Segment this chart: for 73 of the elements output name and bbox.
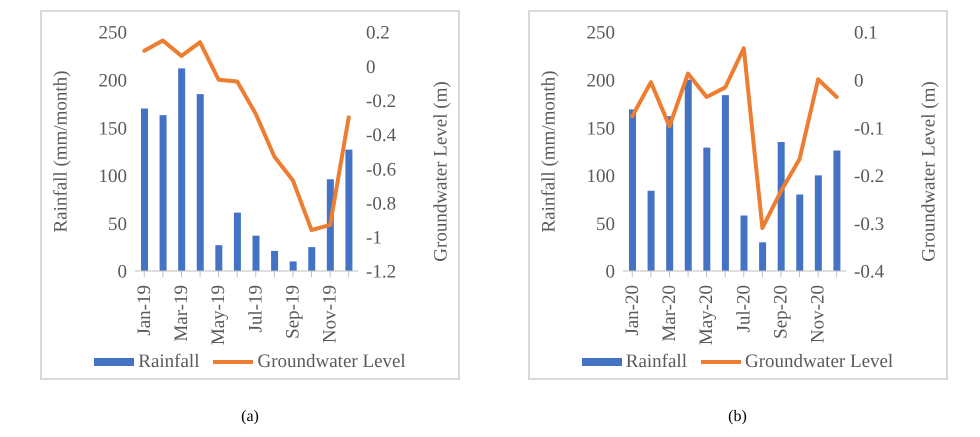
y2-tick-label: 0 [854, 70, 863, 92]
bar [271, 250, 278, 271]
y-axis-title: Rainfall (mm/month) [50, 70, 72, 233]
text: (b) [727, 408, 748, 426]
bar [215, 245, 222, 271]
bar [160, 115, 167, 271]
x-tick-label: May-19 [208, 285, 230, 346]
x-tick-label: Sep-19 [282, 285, 304, 339]
y-tick-label: 0 [118, 262, 127, 283]
bar [345, 150, 352, 271]
x-tick-label: Jul-20 [732, 285, 754, 332]
x-tick-label: Nov-20 [807, 285, 828, 344]
legend-label: Groundwater Level [744, 351, 894, 373]
y2-tick-label: -0.4 [366, 125, 397, 146]
y-tick-label: 150 [98, 118, 127, 140]
bar [814, 175, 822, 271]
bar [308, 247, 316, 271]
y-axis-title: Rainfall (mm/month) [538, 70, 559, 233]
x-tick-label: Sep-20 [770, 285, 791, 339]
y-tick-label: 100 [98, 166, 127, 188]
line-series [630, 46, 838, 230]
bar [290, 261, 297, 271]
bar [196, 94, 204, 271]
x-tick-label: May-20 [696, 285, 717, 346]
bar [178, 68, 186, 271]
bar [702, 148, 710, 271]
bar [777, 142, 784, 271]
y-tick-label: 150 [586, 118, 614, 140]
y2-tick-label: -0.6 [366, 159, 396, 180]
bar [234, 212, 241, 271]
y2-tick-label: -0.2 [854, 166, 884, 188]
y2-tick-label: 0.1 [854, 22, 878, 44]
bar [796, 194, 803, 271]
line-series [142, 38, 351, 232]
y-tick-label: 0 [605, 262, 614, 283]
y2-axis-title: Groundwater Level (m) [430, 81, 452, 262]
legend-label: Groundwater Level [257, 351, 406, 373]
y2-tick-label: -0.3 [854, 214, 884, 235]
bar [721, 95, 728, 271]
y-tick-label: 50 [108, 214, 127, 235]
bar [628, 109, 636, 271]
y-tick-label: 250 [586, 22, 614, 44]
bar [740, 216, 747, 271]
y-tick-label: 200 [98, 70, 127, 92]
y2-tick-label: 0.2 [366, 22, 390, 44]
legend-label: Rainfall [138, 351, 200, 373]
y2-tick-label: -0.2 [366, 91, 396, 112]
y-tick-label: 250 [98, 22, 127, 44]
y2-tick-label: -0.1 [854, 118, 884, 140]
x-tick-label: Jan-19 [134, 285, 155, 336]
bar [832, 150, 840, 271]
bar [684, 80, 692, 271]
text: (a) [240, 408, 260, 426]
bar [141, 108, 148, 271]
x-tick-label: Nov-19 [320, 285, 341, 344]
bar [252, 236, 260, 271]
bar [666, 116, 673, 271]
y2-tick-label: 0 [366, 56, 376, 78]
y2-tick-label: -1.2 [366, 262, 396, 283]
bar [647, 190, 654, 271]
y-tick-label: 100 [586, 166, 614, 188]
x-tick-label: Jan-20 [621, 285, 642, 336]
y-tick-label: 200 [586, 70, 614, 92]
y2-tick-label: -0.8 [366, 193, 396, 214]
y-tick-label: 50 [596, 214, 614, 235]
bar [758, 242, 766, 271]
y2-tick-label: -1 [366, 228, 382, 249]
x-tick-label: Mar-19 [170, 285, 192, 342]
legend-label: Rainfall [626, 351, 687, 373]
x-tick-label: Jul-19 [245, 285, 266, 332]
y2-axis-title: Groundwater Level (m) [918, 81, 939, 262]
y2-tick-label: -0.4 [854, 262, 884, 283]
x-tick-label: Mar-20 [658, 285, 680, 342]
